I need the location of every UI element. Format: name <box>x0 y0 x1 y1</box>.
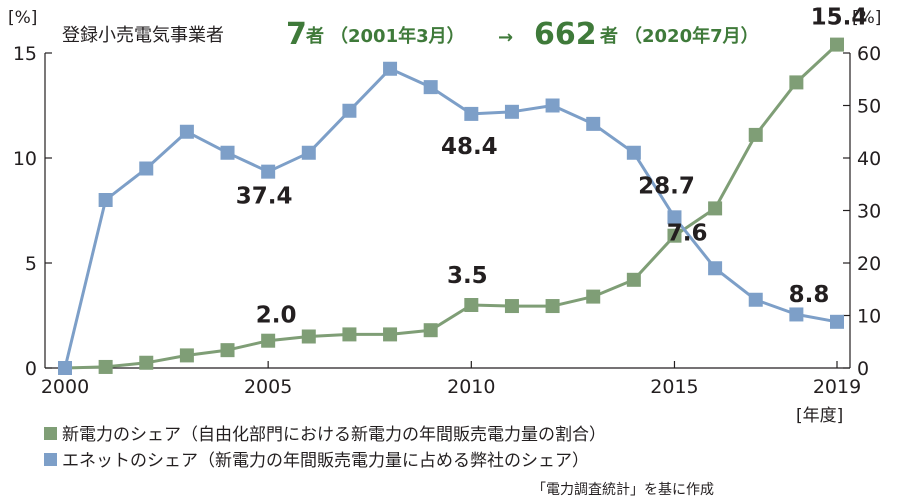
series-1-point <box>383 61 398 76</box>
series-1-point <box>789 307 804 322</box>
y-left-tick-label: 15 <box>13 43 37 65</box>
series-0-point <box>220 343 235 358</box>
y-right-tick-label: 20 <box>857 253 881 275</box>
series-0-point <box>586 289 601 304</box>
header-start-unit: 者 <box>305 26 324 47</box>
header-end-value: 662 <box>534 17 597 52</box>
series-1-point <box>708 261 723 276</box>
legend: 新電力のシェア（自由化部門における新電力の年間販売電力量の割合） エネットのシェ… <box>44 425 606 471</box>
data-label-0-2010: 3.5 <box>447 263 488 289</box>
x-tick-label: 2015 <box>650 376 698 398</box>
data-labels: 2.0 3.5 7.6 15.4 37.4 48.4 28.7 8.8 <box>236 5 868 329</box>
x-tick-label: 2005 <box>244 376 292 398</box>
series-0-point <box>423 323 438 338</box>
series-0-point <box>626 272 641 287</box>
series-1-point <box>261 164 276 179</box>
y-left-tick-label: 0 <box>25 358 37 380</box>
data-label-0-2005: 2.0 <box>256 303 297 329</box>
series-0-point <box>301 329 316 344</box>
series-1-point <box>504 104 519 119</box>
series-1-point <box>545 98 560 113</box>
header-arrow: → <box>498 27 513 48</box>
x-tick-label: 2010 <box>447 376 495 398</box>
series-1-point <box>139 161 154 176</box>
series-1-point <box>748 292 763 307</box>
axis-ticks: 0 5 10 15 0 10 20 30 40 50 60 2000 2005 2010 2015 2019 <box>13 43 881 398</box>
y-right-tick-label: 0 <box>857 358 869 380</box>
series-1-point <box>342 103 357 118</box>
series-1-point <box>220 145 235 160</box>
legend-label-green: 新電力のシェア（自由化部門における新電力の年間販売電力量の割合） <box>62 425 606 445</box>
y-left-unit: [%] <box>8 8 37 28</box>
data-label-1-2010: 48.4 <box>441 134 498 160</box>
y-left-tick-label: 5 <box>25 253 37 275</box>
series-1-point <box>301 145 316 160</box>
y-right-tick-label: 10 <box>857 306 881 328</box>
y-right-tick-label: 30 <box>857 201 881 223</box>
series-line-1 <box>63 67 838 369</box>
series-0-point <box>545 299 560 314</box>
series-1-point <box>179 124 194 139</box>
series-0-point <box>261 333 276 348</box>
series-0-point <box>504 299 519 314</box>
legend-swatch-blue <box>44 453 57 466</box>
y-right-tick-label: 60 <box>857 43 881 65</box>
series-0-point <box>667 228 682 243</box>
data-label-0-2019: 15.4 <box>811 5 868 31</box>
series-1-point <box>423 80 438 95</box>
series-0-point <box>830 37 844 52</box>
data-label-1-2015: 28.7 <box>638 173 695 199</box>
header-end-date: （2020年7月） <box>624 25 759 47</box>
x-unit: [年度] <box>796 406 843 426</box>
series-1-point <box>586 116 601 131</box>
series-1-point <box>98 193 113 207</box>
header-start-date: （2001年3月） <box>330 25 465 47</box>
data-label-1-2005: 37.4 <box>236 184 293 210</box>
chart-header: 登録小売電気事業者 7 者 （2001年3月） → 662 者 （2020年7月… <box>62 17 759 52</box>
legend-swatch-green <box>44 427 57 440</box>
series-0-point <box>98 359 113 374</box>
header-label: 登録小売電気事業者 <box>62 25 224 46</box>
y-right-unit: [%] <box>852 8 881 28</box>
legend-label-blue: エネットのシェア（新電力の年間販売電力量に占める弊社のシェア） <box>62 451 589 471</box>
series-1-point <box>58 361 72 375</box>
series-layer <box>58 37 844 375</box>
series-0-point <box>708 201 723 216</box>
series-1-point <box>626 145 641 160</box>
series-0-point <box>789 75 804 90</box>
series-0-point <box>464 298 479 312</box>
series-0-point <box>179 348 194 363</box>
series-0-point <box>383 327 398 342</box>
y-right-tick-label: 40 <box>857 148 881 170</box>
series-0-point <box>748 127 763 142</box>
header-start-value: 7 <box>286 17 307 52</box>
data-label-0-2016: 7.6 <box>667 220 708 246</box>
data-label-1-2019: 8.8 <box>789 282 830 308</box>
y-right-tick-label: 50 <box>857 96 881 118</box>
source-note: 「電力調査統計」を基に作成 <box>532 481 714 498</box>
y-left-tick-label: 10 <box>13 148 37 170</box>
x-tick-label: 2019 <box>813 376 861 398</box>
series-1-point <box>667 210 682 225</box>
x-tick-label: 2000 <box>41 376 89 398</box>
series-1-point <box>464 106 479 121</box>
series-0-point <box>139 355 154 370</box>
header-end-unit: 者 <box>599 26 618 47</box>
series-0-point <box>342 327 357 342</box>
series-1-point <box>830 314 844 329</box>
